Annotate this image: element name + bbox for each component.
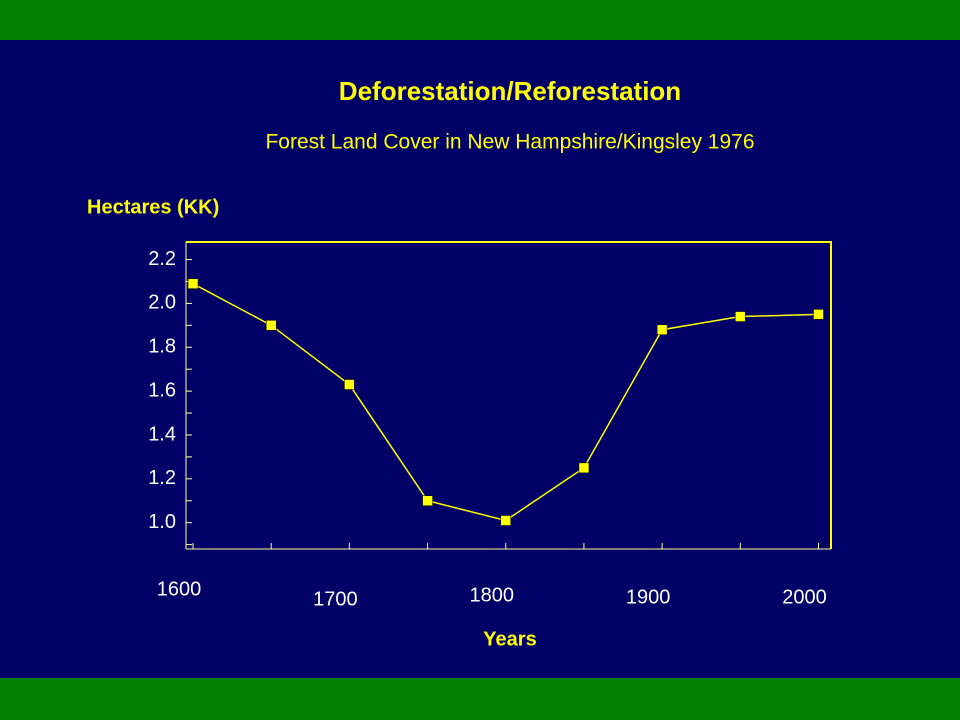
data-point: [813, 309, 824, 320]
plot-frame: [186, 241, 832, 549]
x-tick-label: 1700: [313, 588, 358, 610]
y-tick-label: 1.6: [148, 379, 176, 401]
x-tick-label: 1600: [157, 578, 202, 600]
top-band: [0, 0, 960, 40]
x-tick-label: 2000: [782, 586, 827, 608]
data-point: [578, 462, 590, 474]
x-axis-label: Years: [483, 628, 536, 650]
data-point: [500, 515, 512, 526]
y-tick-label: 1.0: [148, 511, 176, 533]
data-point: [187, 278, 199, 289]
chart-subtitle: Forest Land Cover in New Hampshire/Kings…: [265, 131, 754, 154]
y-tick-label: 2.0: [148, 292, 176, 314]
y-tick-label: 1.4: [148, 423, 176, 445]
data-point: [422, 495, 433, 507]
y-tick-label: 1.2: [148, 467, 176, 489]
data-point: [344, 379, 355, 390]
bottom-band: [0, 678, 960, 720]
data-point: [656, 324, 668, 335]
y-axis-label: Hectares (KK): [87, 196, 219, 218]
x-tick-label: 1800: [470, 584, 515, 606]
y-tick-label: 1.8: [148, 336, 176, 358]
chart-title: Deforestation/Reforestation: [339, 76, 681, 106]
data-point: [735, 311, 746, 322]
y-tick-label: 2.2: [148, 248, 176, 270]
data-point: [265, 320, 277, 331]
x-tick-label: 1900: [626, 586, 671, 608]
